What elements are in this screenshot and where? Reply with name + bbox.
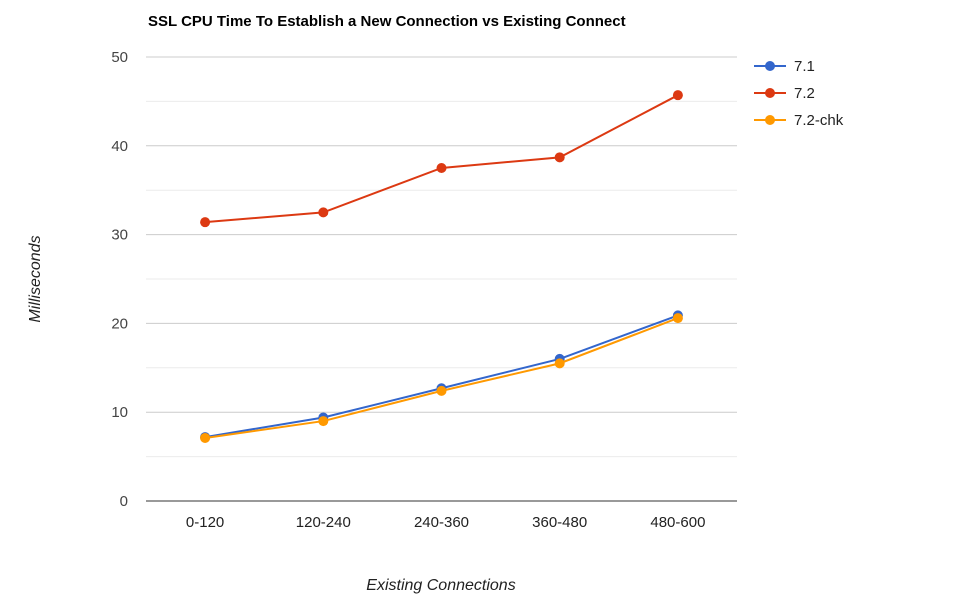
data-point[interactable] [554, 152, 565, 163]
y-tick-label: 30 [111, 227, 128, 244]
data-point[interactable] [672, 90, 683, 101]
x-tick-label: 0-120 [186, 514, 224, 531]
data-point[interactable] [436, 163, 447, 173]
series-line [205, 94, 679, 224]
legend-swatch-marker [765, 115, 775, 125]
data-point[interactable] [318, 207, 329, 218]
legend-swatch-marker [765, 61, 775, 71]
legend-item[interactable]: 7.2-chk [754, 112, 844, 129]
series-line [204, 317, 679, 439]
y-tick-label: 40 [111, 138, 128, 155]
series-line [204, 314, 679, 439]
grid [146, 56, 737, 458]
y-tick-label: 0 [120, 493, 128, 510]
x-tick-label: 240-360 [414, 514, 469, 531]
data-point[interactable] [200, 217, 211, 228]
chart-title: SSL CPU Time To Establish a New Connecti… [148, 13, 626, 30]
x-tick-label: 120-240 [296, 514, 351, 531]
x-tick-label: 480-600 [650, 514, 705, 531]
series-7-2-chk [200, 313, 683, 443]
y-tick-label: 20 [111, 315, 128, 332]
y-tick-label: 50 [111, 49, 128, 66]
x-tick-label: 360-480 [532, 514, 587, 531]
series-7-2 [200, 90, 683, 228]
data-point[interactable] [200, 432, 211, 443]
x-axis-title: Existing Connections [366, 577, 515, 594]
y-tick-label: 10 [111, 404, 128, 421]
data-point[interactable] [436, 385, 447, 396]
data-point[interactable] [672, 313, 683, 324]
series-7-1 [200, 310, 683, 443]
legend-swatch-marker [765, 88, 775, 98]
legend-label: 7.2 [794, 85, 815, 102]
series [200, 90, 683, 443]
legend-item[interactable]: 7.1 [754, 58, 815, 75]
legend[interactable]: 7.1 7.2 7.2-chk [754, 58, 844, 129]
data-point[interactable] [318, 416, 329, 427]
legend-label: 7.2-chk [794, 112, 844, 129]
y-axis-title: Milliseconds [27, 235, 44, 322]
legend-item[interactable]: 7.2 [754, 85, 815, 102]
axes: 0 10 20 30 40 50 0-120 120-240 240-360 360-480 480… [111, 49, 737, 531]
data-point[interactable] [554, 358, 565, 369]
legend-label: 7.1 [794, 58, 815, 75]
